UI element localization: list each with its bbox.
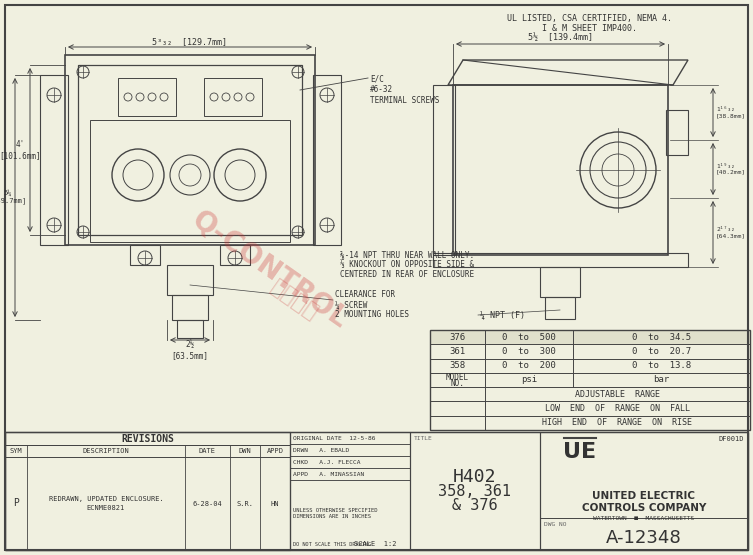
Bar [290, 468, 410, 480]
Bar [40, 75, 68, 245]
Text: 0  to  500: 0 to 500 [502, 332, 556, 342]
Text: TITLE: TITLE [414, 436, 433, 441]
Text: ⅜-14 NPT THRU NEAR WALL ONLY.: ⅜-14 NPT THRU NEAR WALL ONLY. [340, 250, 474, 259]
Text: APPD   A. MINASSIAN: APPD A. MINASSIAN [293, 472, 364, 477]
Text: DWN: DWN [239, 448, 252, 454]
Bar [78, 65, 302, 235]
Text: 赛控探控: 赛控探控 [267, 276, 322, 324]
Text: 1¹⁹₃₂
[40.2mm]: 1¹⁹₃₂ [40.2mm] [716, 164, 746, 174]
Text: 358, 361: 358, 361 [438, 483, 511, 498]
Text: H402: H402 [453, 468, 497, 486]
Text: ORIGINAL DATE  12-5-86: ORIGINAL DATE 12-5-86 [293, 436, 376, 441]
Bar [290, 432, 410, 550]
Bar [5, 432, 748, 550]
Text: 2½
[63.5mm]: 2½ [63.5mm] [172, 340, 209, 360]
Text: 5³₃₂  [129.7mm]: 5³₃₂ [129.7mm] [153, 38, 227, 47]
Text: 2¹⁷₃₂
[64.3mm]: 2¹⁷₃₂ [64.3mm] [716, 227, 746, 238]
Text: CHKD   A.J. FLECCA: CHKD A.J. FLECCA [293, 460, 361, 465]
Bar [540, 518, 748, 550]
Text: ¼ SCREW: ¼ SCREW [335, 300, 367, 309]
Text: Q-CONTROL: Q-CONTROL [187, 206, 353, 334]
Text: DIMENSIONS ARE IN INCHES: DIMENSIONS ARE IN INCHES [293, 514, 371, 519]
Bar [313, 75, 341, 245]
Text: 4'
[101.6mm]: 4' [101.6mm] [0, 140, 41, 160]
Text: UNITED ELECTRIC: UNITED ELECTRIC [593, 491, 696, 501]
Text: WATERTOWN  ■  MASSACHUSETTS: WATERTOWN ■ MASSACHUSETTS [593, 517, 694, 522]
Bar [118, 78, 176, 116]
Text: DO NOT SCALE THIS DRAWING: DO NOT SCALE THIS DRAWING [293, 542, 371, 547]
Bar [290, 456, 410, 468]
Text: 376: 376 [450, 332, 465, 342]
Bar [540, 267, 580, 297]
Text: UE: UE [563, 442, 596, 462]
Text: DWG NO: DWG NO [544, 522, 566, 527]
Bar [433, 253, 688, 267]
Text: CLEARANCE FOR: CLEARANCE FOR [335, 290, 395, 299]
Text: CENTERED IN REAR OF ENCLOSURE: CENTERED IN REAR OF ENCLOSURE [340, 270, 474, 279]
Text: & 376: & 376 [453, 497, 498, 512]
Bar [430, 330, 750, 430]
Text: 0  to  34.5: 0 to 34.5 [632, 332, 691, 342]
Text: 0  to  20.7: 0 to 20.7 [632, 347, 691, 356]
Bar [545, 297, 575, 319]
Text: psi: psi [521, 376, 537, 385]
Bar [666, 110, 688, 155]
Bar [290, 432, 410, 444]
Text: DESCRIPTION: DESCRIPTION [83, 448, 130, 454]
Text: 0  to  200: 0 to 200 [502, 361, 556, 370]
Text: ECNME0821: ECNME0821 [87, 506, 125, 512]
Text: 2 MOUNTING HOLES: 2 MOUNTING HOLES [335, 310, 409, 319]
Text: 5½  [139.4mm]: 5½ [139.4mm] [528, 33, 593, 43]
Text: UNLESS OTHERWISE SPECIFIED: UNLESS OTHERWISE SPECIFIED [293, 507, 377, 512]
Text: LOW  END  OF  RANGE  ON  FALL: LOW END OF RANGE ON FALL [545, 404, 690, 413]
Text: REDRAWN, UPDATED ENCLOSURE.: REDRAWN, UPDATED ENCLOSURE. [49, 496, 163, 502]
Text: CONTROLS COMPANY: CONTROLS COMPANY [582, 503, 706, 513]
Text: 358: 358 [450, 361, 465, 370]
Bar [177, 320, 203, 338]
Bar [167, 265, 213, 295]
Bar [172, 295, 208, 320]
Bar [290, 480, 410, 550]
Text: HN: HN [271, 501, 279, 507]
Text: bar: bar [654, 376, 669, 385]
Text: DATE: DATE [199, 448, 216, 454]
Text: P: P [13, 498, 19, 508]
Bar [540, 432, 748, 550]
Text: 1¹⁶₃₂
[38.8mm]: 1¹⁶₃₂ [38.8mm] [716, 107, 746, 118]
Text: SYM: SYM [10, 448, 23, 454]
Text: SCALE  1:2: SCALE 1:2 [354, 541, 396, 547]
Text: ⅓ KNOCKOUT ON OPPOSITE SIDE &: ⅓ KNOCKOUT ON OPPOSITE SIDE & [340, 260, 474, 269]
Text: E/C
#6-32
TERMINAL SCREWS: E/C #6-32 TERMINAL SCREWS [370, 75, 439, 105]
Bar [65, 55, 315, 245]
Text: ¼ NPT (F): ¼ NPT (F) [480, 310, 525, 319]
Text: DF001D: DF001D [718, 436, 744, 442]
Text: REVISIONS: REVISIONS [121, 433, 174, 443]
Bar [5, 445, 290, 457]
Text: 6-28-04: 6-28-04 [193, 501, 222, 507]
Bar [410, 432, 540, 550]
Bar [5, 432, 290, 445]
Text: 361: 361 [450, 347, 465, 356]
Text: 0  to  13.8: 0 to 13.8 [632, 361, 691, 370]
Text: 5¼
[139.7mm]: 5¼ [139.7mm] [0, 190, 27, 204]
Bar [453, 85, 668, 255]
Text: DRWN   A. EBALD: DRWN A. EBALD [293, 447, 349, 452]
Text: HIGH  END  OF  RANGE  ON  RISE: HIGH END OF RANGE ON RISE [542, 418, 693, 427]
Bar [290, 444, 410, 456]
Text: APPD: APPD [267, 448, 283, 454]
Text: UL LISTED, CSA CERTIFIED, NEMA 4.
I & M SHEET IMP400.: UL LISTED, CSA CERTIFIED, NEMA 4. I & M … [508, 14, 672, 33]
Text: S.R.: S.R. [236, 501, 254, 507]
Bar [204, 78, 262, 116]
Bar [90, 120, 290, 242]
Bar [5, 432, 290, 550]
Bar [430, 330, 750, 344]
Text: NO.: NO. [450, 379, 465, 387]
Bar [220, 245, 250, 265]
Bar [130, 245, 160, 265]
Text: ADJUSTABLE  RANGE: ADJUSTABLE RANGE [575, 390, 660, 399]
Bar [433, 85, 455, 255]
Text: MODEL: MODEL [446, 372, 469, 381]
Text: 0  to  300: 0 to 300 [502, 347, 556, 356]
Text: A-12348: A-12348 [606, 529, 682, 547]
